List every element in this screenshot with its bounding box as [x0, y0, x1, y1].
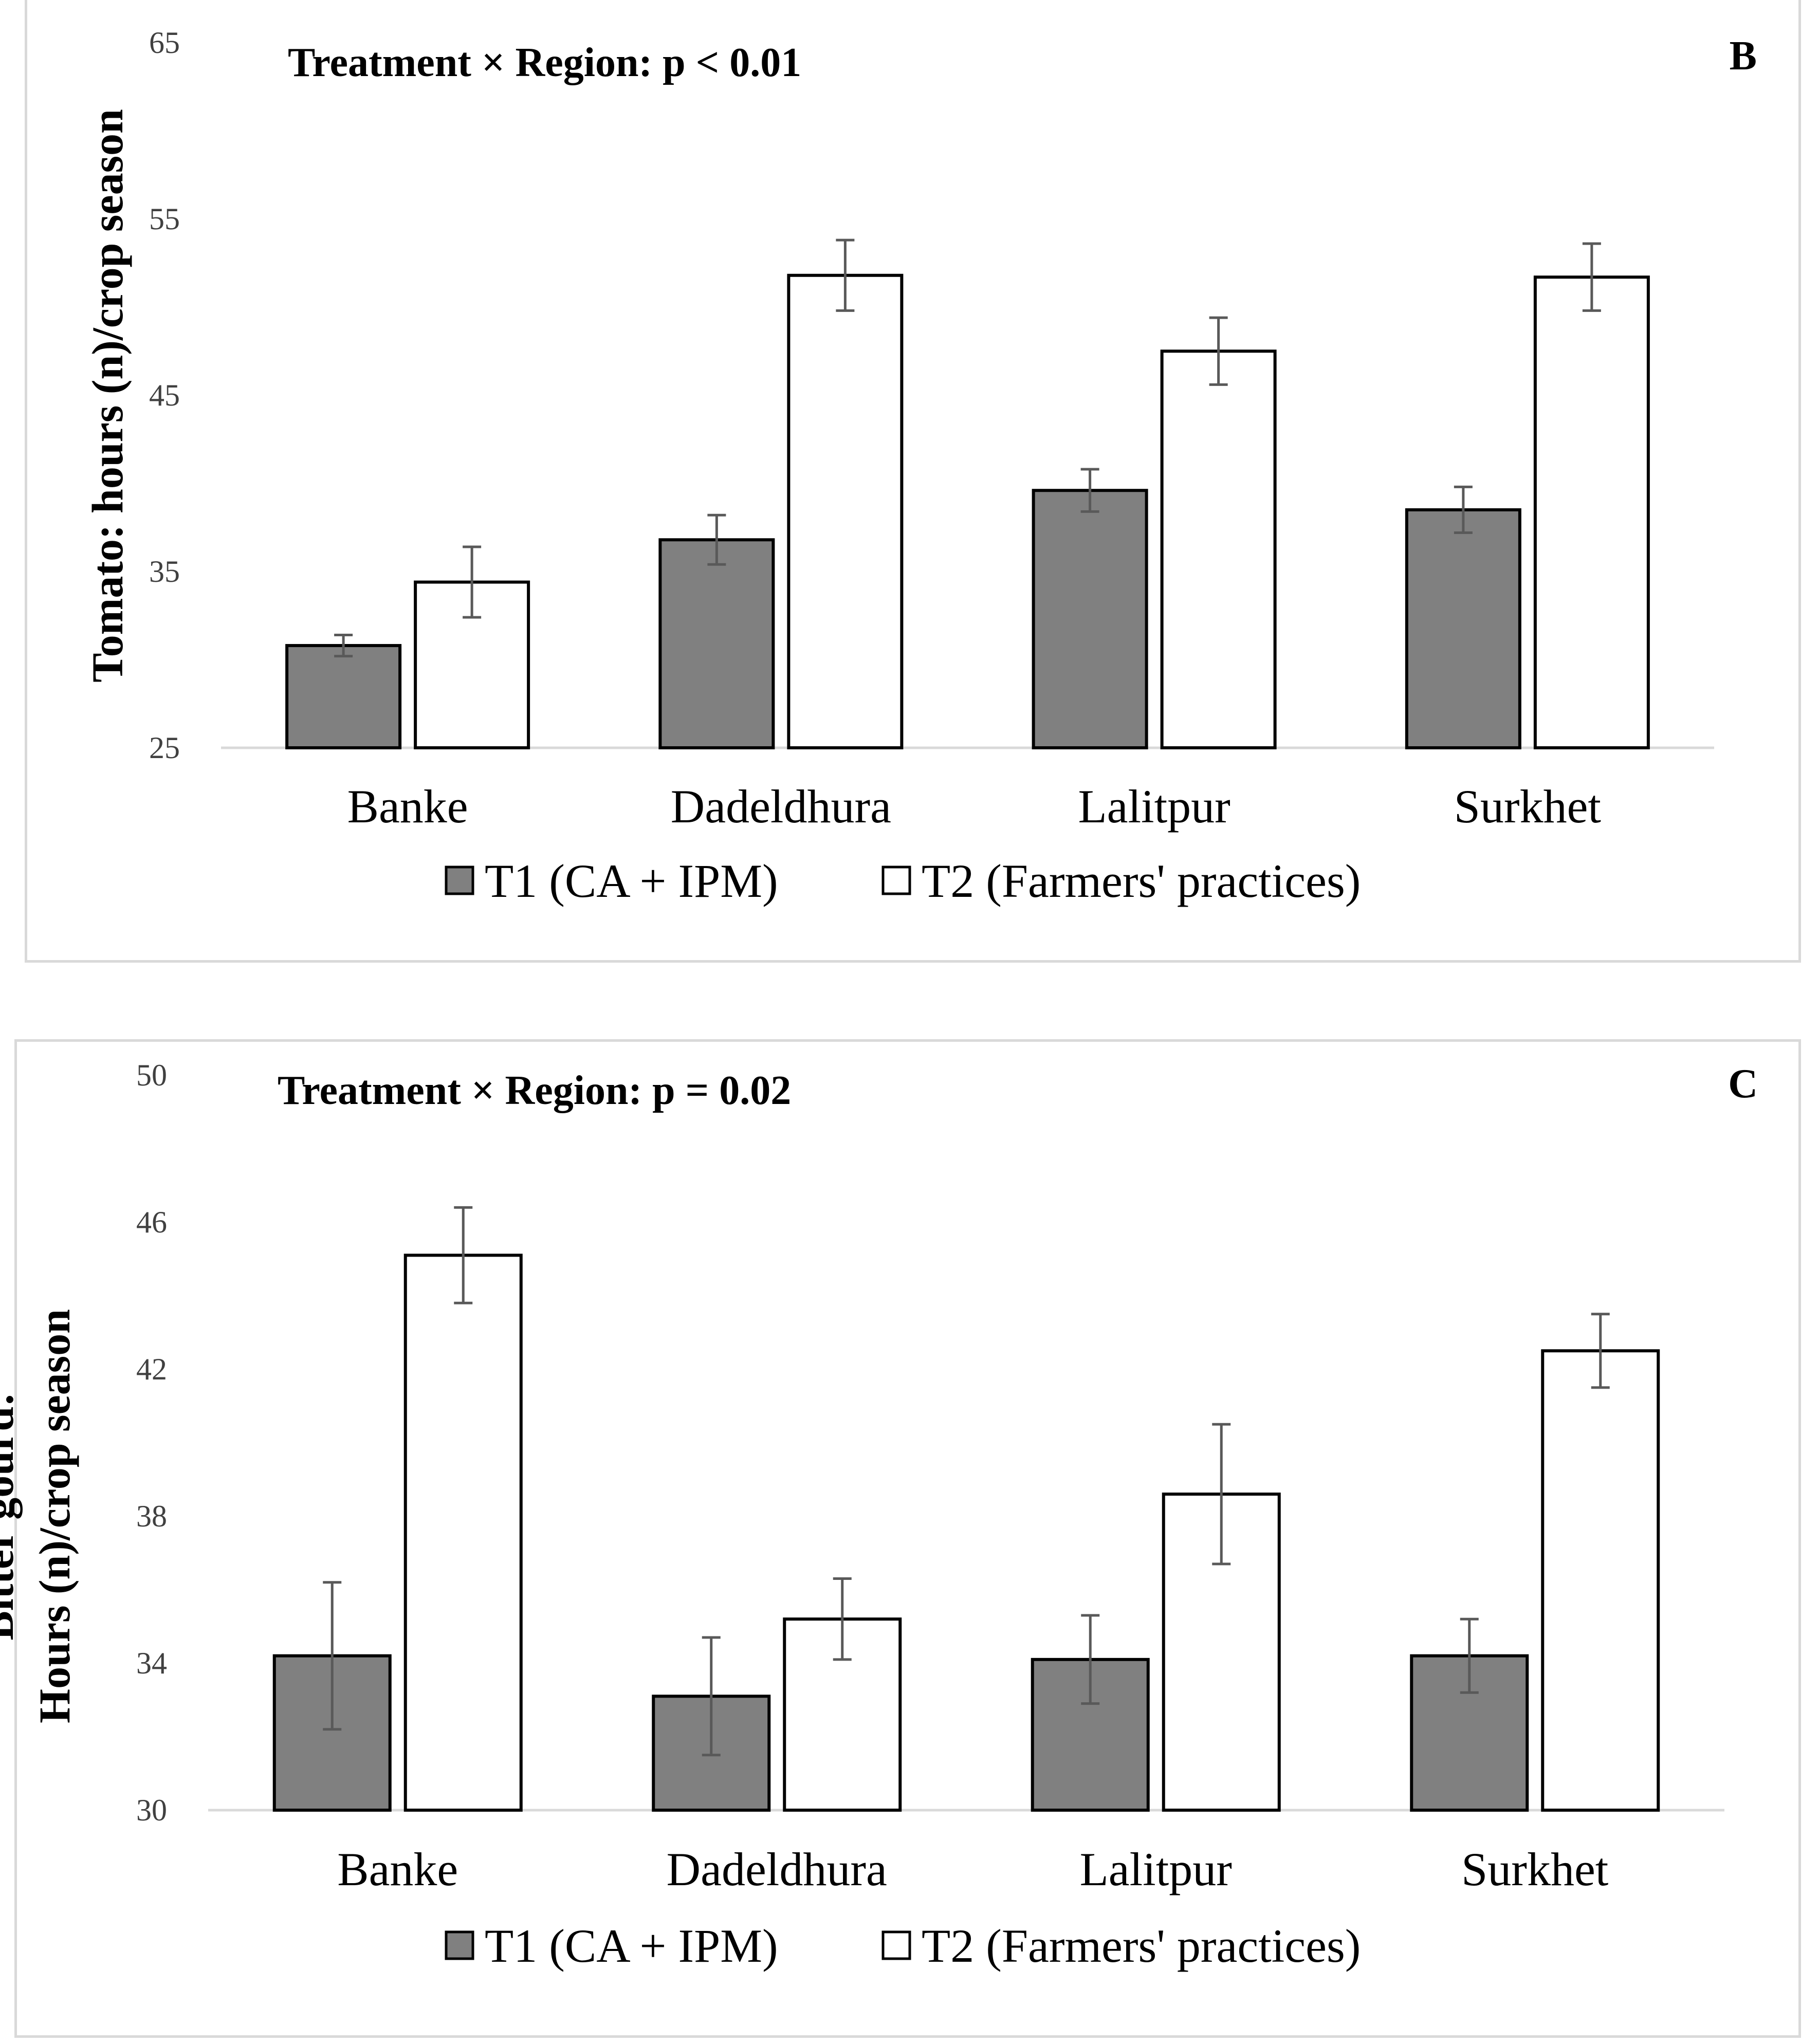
x-category-label: Lalitpur	[1080, 1843, 1232, 1895]
legend-label-t1: T1 (CA + IPM)	[485, 855, 778, 907]
bar-t1	[285, 644, 402, 750]
y-tick-label: 55	[149, 202, 180, 236]
y-tick-label: 25	[149, 731, 180, 765]
bar-t1	[658, 538, 775, 749]
y-tick-label: 34	[136, 1646, 167, 1680]
y-axis-title: Bitter gourd:	[0, 1392, 23, 1640]
x-category-label: Dadeldhura	[671, 780, 891, 833]
bar-t1	[1405, 508, 1521, 749]
interaction-annotation: Treatment × Region: p = 0.02	[278, 1068, 791, 1113]
y-tick-label: 42	[136, 1352, 167, 1386]
chart-panel-c	[14, 1039, 1801, 2038]
bar-t2	[1160, 349, 1277, 749]
legend-swatch-t1	[445, 1930, 474, 1960]
legend-label-t1: T1 (CA + IPM)	[485, 1920, 778, 1972]
x-category-label: Dadeldhura	[667, 1843, 887, 1895]
x-category-label: Lalitpur	[1078, 780, 1230, 833]
y-tick-label: 30	[136, 1793, 167, 1827]
y-tick-label: 50	[136, 1058, 167, 1092]
y-axis-title: Tomato: hours (n)/crop season	[83, 109, 132, 683]
legend-label-t2: T2 (Farmers' practices)	[922, 1920, 1361, 1972]
x-category-label: Surkhet	[1454, 780, 1602, 833]
bar-t2	[1533, 275, 1650, 749]
bar-t2	[403, 1254, 523, 1812]
bar-t2	[1541, 1349, 1660, 1812]
bar-t1	[1032, 489, 1148, 749]
y-tick-label: 46	[136, 1205, 167, 1239]
chart-panel-b	[25, 0, 1801, 963]
interaction-annotation: Treatment × Region: p < 0.01	[288, 40, 801, 85]
bar-t2	[787, 273, 904, 749]
y-tick-label: 35	[149, 555, 180, 588]
legend-label-t2: T2 (Farmers' practices)	[922, 855, 1361, 907]
y-axis-title: Hours (n)/crop season	[30, 1309, 79, 1723]
y-tick-label: 38	[136, 1499, 167, 1533]
x-category-label: Banke	[337, 1843, 458, 1895]
x-category-label: Surkhet	[1461, 1843, 1609, 1895]
x-category-label: Banke	[347, 780, 468, 833]
legend-swatch-t2	[881, 1930, 911, 1960]
y-tick-label: 65	[149, 26, 180, 60]
panel-label: C	[1728, 1061, 1758, 1107]
panel-label: B	[1730, 33, 1757, 79]
legend-swatch-t1	[445, 866, 474, 895]
legend-swatch-t2	[881, 866, 911, 895]
y-tick-label: 45	[149, 378, 180, 412]
